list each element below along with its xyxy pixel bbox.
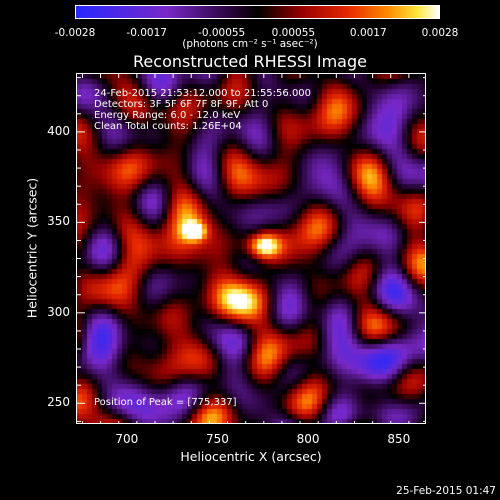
colorbar-tick-label: -0.00055	[198, 27, 246, 39]
annotation-energy-range: Energy Range: 6.0 - 12.0 keV	[94, 110, 241, 121]
x-tick-label: 800	[296, 432, 320, 446]
colorbar-units: (photons cm⁻² s⁻¹ asec⁻²)	[182, 38, 318, 50]
colorbar-tick-label: 0.00055	[271, 27, 316, 39]
plot-area: 24-Feb-2015 21:53:12.000 to 21:55:56.000…	[76, 73, 426, 424]
x-tick-label: 750	[205, 432, 229, 446]
y-tick-label: 350	[47, 214, 70, 229]
y-tick-label: 300	[47, 304, 70, 319]
colorbar-tick-label: -0.0028	[54, 27, 96, 39]
annotation-counts: Clean Total counts: 1.26E+04	[94, 121, 242, 132]
colorbar	[75, 5, 440, 19]
x-tick-label: 850	[387, 432, 411, 446]
rhessi-heatmap	[77, 74, 425, 423]
y-axis-label: Heliocentric Y (arcsec)	[24, 177, 40, 319]
annotation-peak-position: Position of Peak = [775,337]	[94, 397, 237, 408]
footer-timestamp: 25-Feb-2015 01:47	[396, 485, 496, 497]
colorbar-tick-label: 0.0028	[421, 27, 459, 39]
annotation-time-range: 24-Feb-2015 21:53:12.000 to 21:55:56.000	[94, 88, 312, 99]
x-axis-label: Heliocentric X (arcsec)	[180, 449, 322, 464]
y-tick-label: 400	[47, 123, 70, 138]
annotation-detectors: Detectors: 3F 5F 6F 7F 8F 9F, Att 0	[94, 99, 269, 110]
chart-title: Reconstructed RHESSI Image	[133, 52, 367, 71]
x-tick-label: 700	[115, 432, 139, 446]
colorbar-tick-label: -0.0017	[126, 27, 167, 39]
colorbar-tick-label: 0.0017	[349, 27, 387, 39]
y-tick-label: 250	[47, 395, 70, 410]
